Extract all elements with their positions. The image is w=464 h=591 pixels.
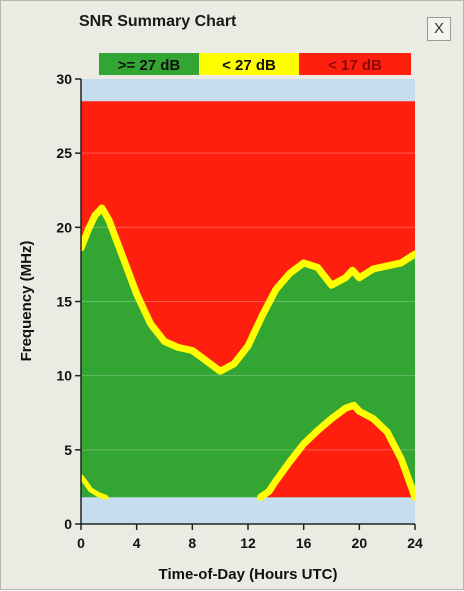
y-tick-label-20: 20 xyxy=(56,219,72,235)
grid-lines xyxy=(81,152,415,451)
y-tick-label-0: 0 xyxy=(64,516,72,532)
region-poor-top xyxy=(81,101,415,372)
x-axis-title: Time-of-Day (Hours UTC) xyxy=(159,566,338,583)
x-axis-ticks: 0 4 8 12 16 20 24 xyxy=(77,524,423,551)
y-axis-ticks: 0 5 10 15 20 25 30 xyxy=(56,71,81,532)
fair-boundary-corner xyxy=(81,474,109,500)
y-tick-label-5: 5 xyxy=(64,442,72,458)
legend-label-fair: < 27 dB xyxy=(222,57,276,74)
y-tick-label-25: 25 xyxy=(56,145,72,161)
y-tick-label-15: 15 xyxy=(56,294,72,310)
x-tick-label-12: 12 xyxy=(240,535,256,551)
x-tick-label-0: 0 xyxy=(77,535,85,551)
x-tick-label-4: 4 xyxy=(133,535,141,551)
legend: >= 27 dB < 27 dB < 17 dB xyxy=(99,53,411,75)
region-poor-bottom xyxy=(260,405,415,498)
x-tick-label-24: 24 xyxy=(407,535,423,551)
legend-label-poor: < 17 dB xyxy=(328,57,382,74)
y-tick-label-10: 10 xyxy=(56,368,72,384)
x-tick-label-16: 16 xyxy=(296,535,312,551)
plot-area xyxy=(81,101,415,501)
close-button[interactable]: X xyxy=(427,17,451,41)
chart-title: SNR Summary Chart xyxy=(79,13,237,30)
y-tick-label-30: 30 xyxy=(56,71,72,87)
y-axis-title: Frequency (MHz) xyxy=(18,241,35,362)
legend-swatch-poor xyxy=(299,53,411,75)
x-tick-label-8: 8 xyxy=(188,535,196,551)
legend-swatch-good xyxy=(99,53,199,75)
legend-label-good: >= 27 dB xyxy=(118,57,181,74)
fair-boundary-upper xyxy=(81,204,415,375)
legend-swatch-fair xyxy=(199,53,299,75)
x-tick-label-20: 20 xyxy=(352,535,368,551)
fair-boundary-lower xyxy=(257,401,415,501)
